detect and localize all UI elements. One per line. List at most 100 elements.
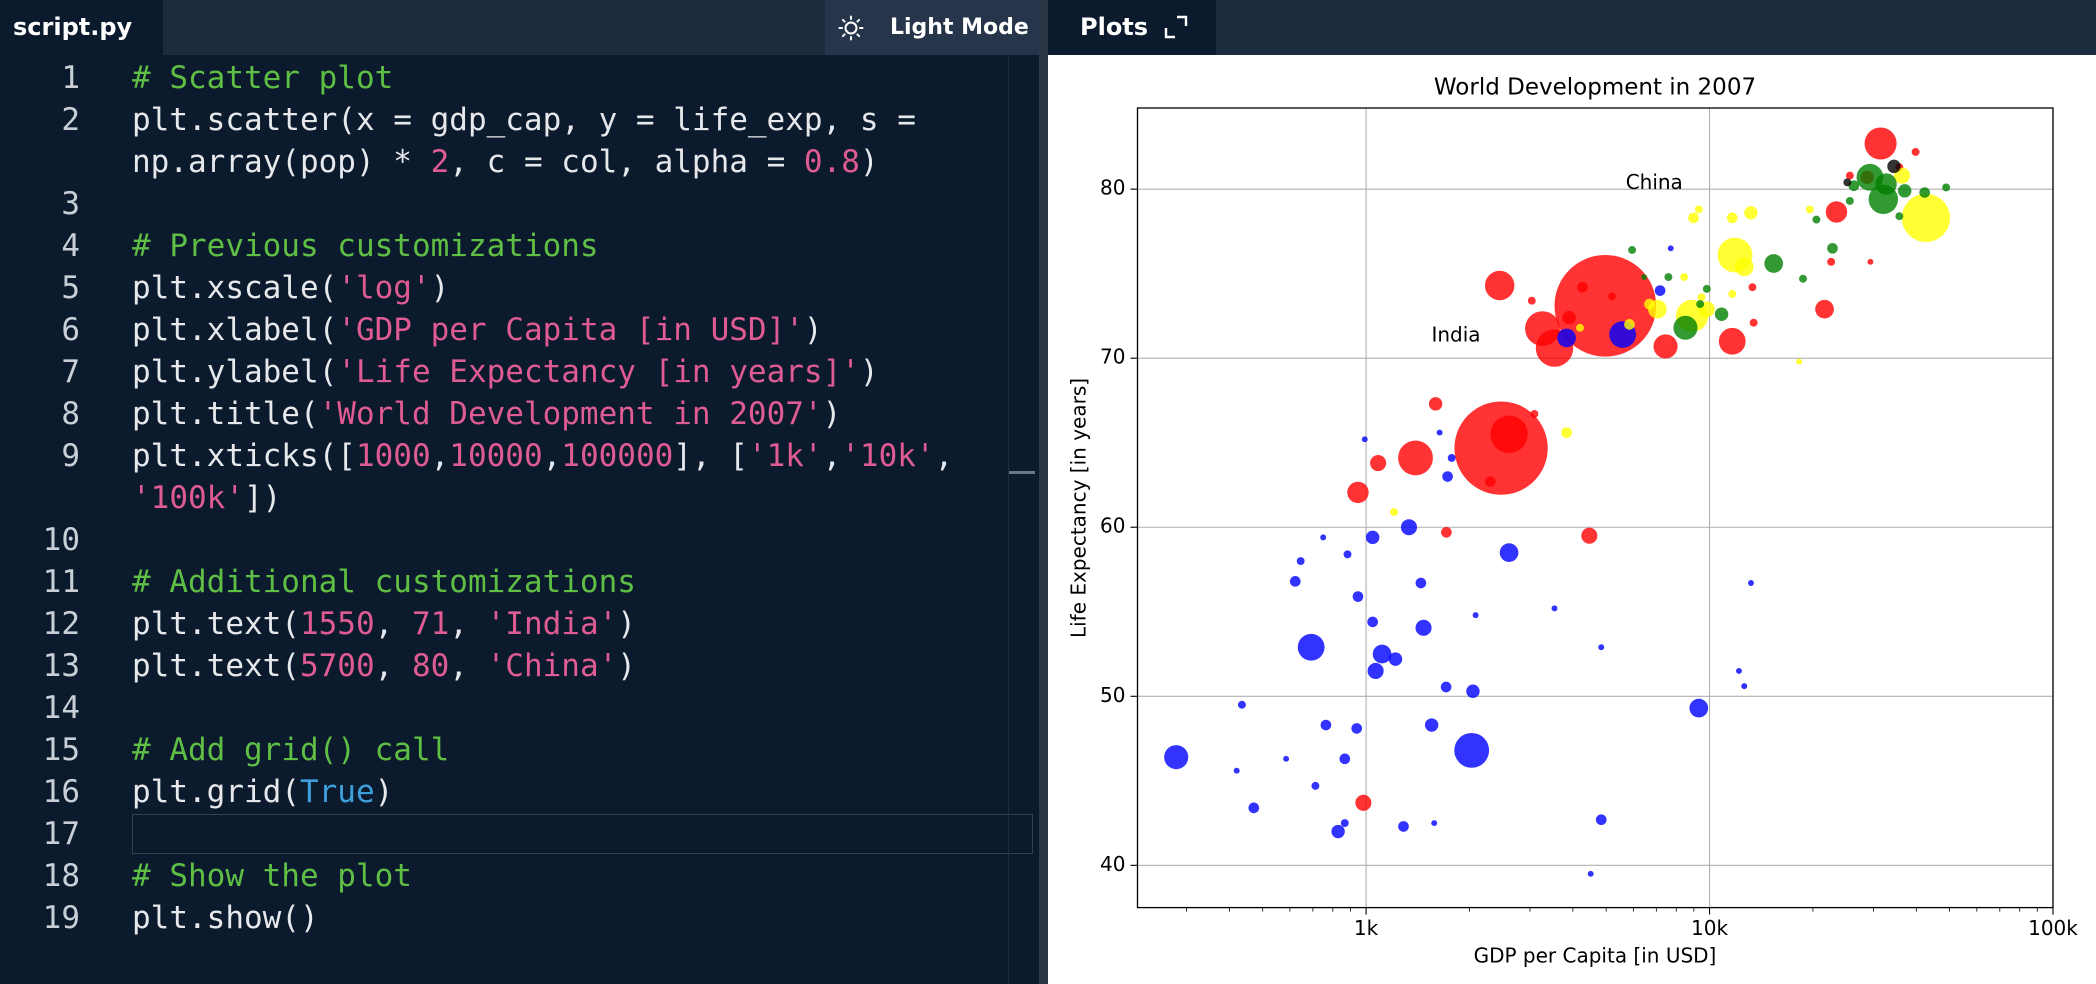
line-number: 6 [61, 311, 80, 348]
code-token: , [542, 437, 562, 474]
bubble [1887, 159, 1901, 174]
line-number: 10 [42, 521, 80, 558]
code-text: plt.grid(True) [132, 771, 393, 813]
line-number: 14 [42, 689, 80, 726]
line-number: 5 [61, 269, 80, 306]
bubble [1296, 557, 1305, 566]
bubble [1415, 619, 1432, 636]
x-tick-label: 10k [1691, 916, 1728, 940]
bubble [1654, 285, 1666, 296]
bubble [1587, 870, 1594, 877]
bubble [1825, 201, 1848, 223]
bubble [1340, 819, 1349, 828]
bubble [1714, 307, 1729, 321]
bubble [1233, 767, 1240, 774]
pane-divider[interactable] [1039, 0, 1048, 984]
code-token: plt.ylabel( [132, 353, 338, 390]
bubble [1311, 781, 1320, 790]
scrollbar-thumb[interactable] [1009, 471, 1035, 474]
x-tick-label: 100k [2028, 916, 2078, 940]
code-token: 10000 [449, 437, 543, 474]
bubble [1919, 187, 1930, 198]
bubble [1339, 753, 1351, 765]
bubble [1347, 481, 1369, 504]
line-number: 2 [61, 101, 80, 138]
bubble [1741, 683, 1748, 690]
bubble [1447, 453, 1456, 462]
editor-tab-bar: script.py Light Mode [0, 0, 1039, 55]
bubble [1431, 820, 1438, 827]
bubble [1367, 662, 1384, 679]
bubble [1365, 530, 1380, 545]
code-text: np.array(pop) * 2, c = col, alpha = 0.8) [132, 141, 879, 183]
bubble [1653, 334, 1678, 359]
file-tab[interactable]: script.py [0, 0, 163, 55]
bubble [1390, 508, 1398, 516]
line-number: 16 [42, 773, 80, 810]
code-text: # Scatter plot [132, 57, 393, 99]
bubble [1237, 700, 1246, 709]
bubble [1351, 723, 1363, 734]
bubble [1595, 814, 1607, 826]
light-mode-button[interactable]: Light Mode [825, 0, 1039, 55]
code-token: 100000 [561, 437, 674, 474]
code-token: plt.xticks([ [132, 437, 356, 474]
annotation: China [1626, 170, 1683, 194]
code-text: plt.xscale('log') [132, 267, 449, 309]
code-text: plt.scatter(x = gdp_cap, y = life_exp, s… [132, 99, 916, 141]
bubble [1527, 296, 1536, 305]
light-mode-label: Light Mode [890, 15, 1029, 40]
code-token: # Scatter plot [132, 59, 394, 96]
code-token: # Add grid() call [132, 731, 450, 768]
code-text: # Previous customizations [132, 225, 599, 267]
line-number: 8 [61, 395, 80, 432]
bubble [1598, 644, 1605, 651]
bubble [1398, 440, 1433, 476]
bubble [1424, 718, 1439, 732]
bubble [1562, 310, 1576, 325]
bubble [1454, 732, 1490, 768]
chart: World Development in 2007 GDP per Capita… [1067, 75, 2079, 968]
bubble [1320, 719, 1332, 731]
code-token: 71 [411, 605, 450, 642]
bubble [1361, 436, 1368, 443]
code-token: , [430, 437, 450, 474]
line-number: 19 [42, 899, 80, 936]
bubble [1248, 802, 1260, 814]
bubble [1367, 616, 1378, 628]
y-tick-label: 60 [1100, 514, 1125, 538]
sun-icon [838, 15, 864, 41]
plots-tab[interactable]: Plots [1048, 0, 1216, 55]
bubble [1370, 454, 1387, 472]
bubble [1343, 550, 1352, 559]
bubble [1697, 293, 1706, 302]
bubble [1911, 147, 1920, 156]
code-token: plt.title( [132, 395, 319, 432]
bubble [1735, 667, 1742, 674]
code-token: ) [617, 605, 636, 642]
code-text: plt.show() [132, 897, 319, 939]
code-token: plt.text( [132, 605, 300, 642]
bubble [1442, 471, 1453, 482]
code-token: ) [617, 647, 636, 684]
expand-icon[interactable] [1163, 14, 1189, 40]
code-token: , [449, 647, 487, 684]
bubble [1415, 577, 1427, 589]
code-token: # Previous customizations [132, 227, 599, 264]
bubble [1320, 534, 1327, 541]
bubble [1355, 794, 1372, 811]
bubble [1694, 205, 1703, 214]
plots-tab-label: Plots [1080, 13, 1149, 41]
line-number: 15 [42, 731, 80, 768]
bubble [1667, 245, 1674, 252]
axes-frame [1136, 107, 2054, 909]
code-token: 'log' [337, 269, 431, 306]
code-token: ) [859, 353, 879, 390]
code-token: ) [374, 773, 394, 810]
bubble [1428, 397, 1443, 411]
bubble [1728, 289, 1737, 298]
code-token: plt.xlabel( [132, 311, 338, 348]
annotation: India [1431, 322, 1480, 346]
x-axis-label: GDP per Capita [in USD] [1474, 944, 1717, 968]
line-number: 13 [42, 647, 80, 684]
